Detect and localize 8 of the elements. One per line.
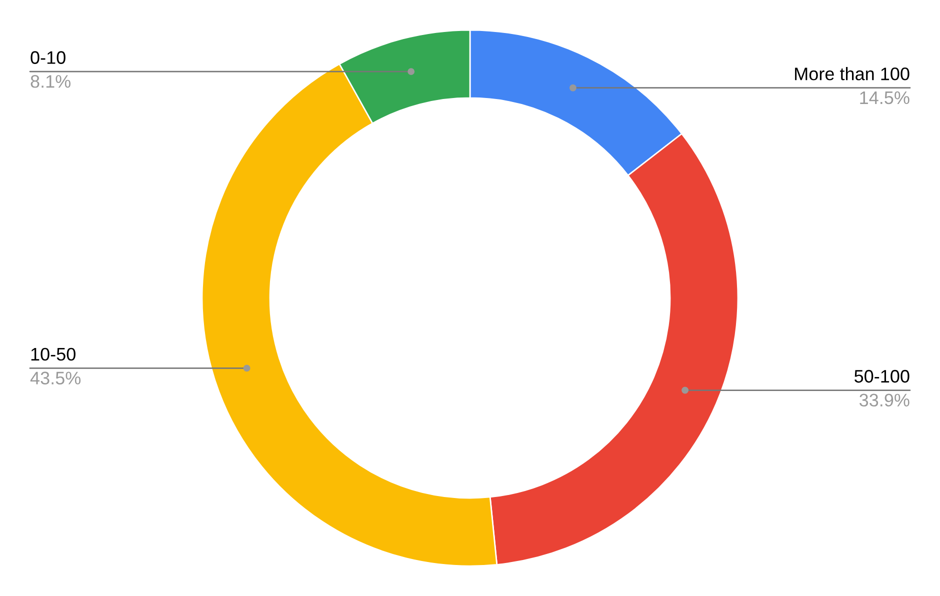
data-label: 14.5% (860, 91, 910, 104)
slice-label: 50-100 (854, 370, 910, 383)
slice-label: 10-50 (31, 348, 76, 361)
slice-label: More than 100 (795, 67, 910, 80)
slice-label: 0-10 (30, 51, 66, 64)
data-label: 33.9% (859, 394, 910, 407)
data-label: 43.5% (30, 372, 81, 384)
data-label: 8.1% (30, 75, 71, 88)
